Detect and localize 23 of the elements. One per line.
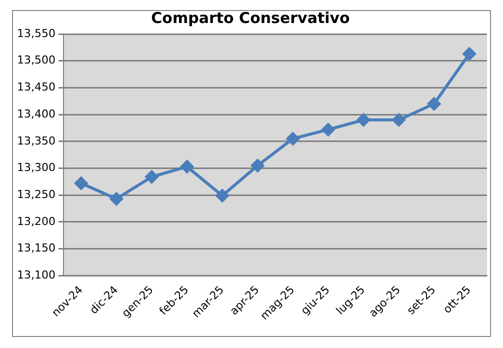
- point: [180, 160, 194, 174]
- y-tick-label: 13,300: [16, 161, 56, 174]
- y-tick-label: 13,200: [16, 214, 56, 228]
- y-tick-label: 13,250: [16, 188, 56, 201]
- point: [462, 47, 476, 60]
- point: [251, 159, 264, 172]
- point: [392, 113, 406, 126]
- point: [428, 97, 441, 110]
- y-tick-label: 13,350: [16, 134, 56, 148]
- y-tick-label: 13,500: [16, 54, 56, 67]
- y-tick-label: 13,450: [16, 80, 56, 94]
- y-tick-label: 13,100: [16, 268, 56, 282]
- chart-title: Comparto Conservativo: [151, 8, 350, 27]
- y-tick-label: 13,400: [16, 107, 56, 120]
- y-tick-label: 13,550: [16, 26, 56, 40]
- point: [322, 123, 335, 136]
- point: [145, 170, 158, 184]
- point: [356, 113, 370, 126]
- point: [74, 176, 88, 190]
- point: [110, 192, 123, 206]
- point: [286, 132, 300, 146]
- point: [216, 189, 229, 202]
- y-tick-label: 13,150: [16, 242, 56, 255]
